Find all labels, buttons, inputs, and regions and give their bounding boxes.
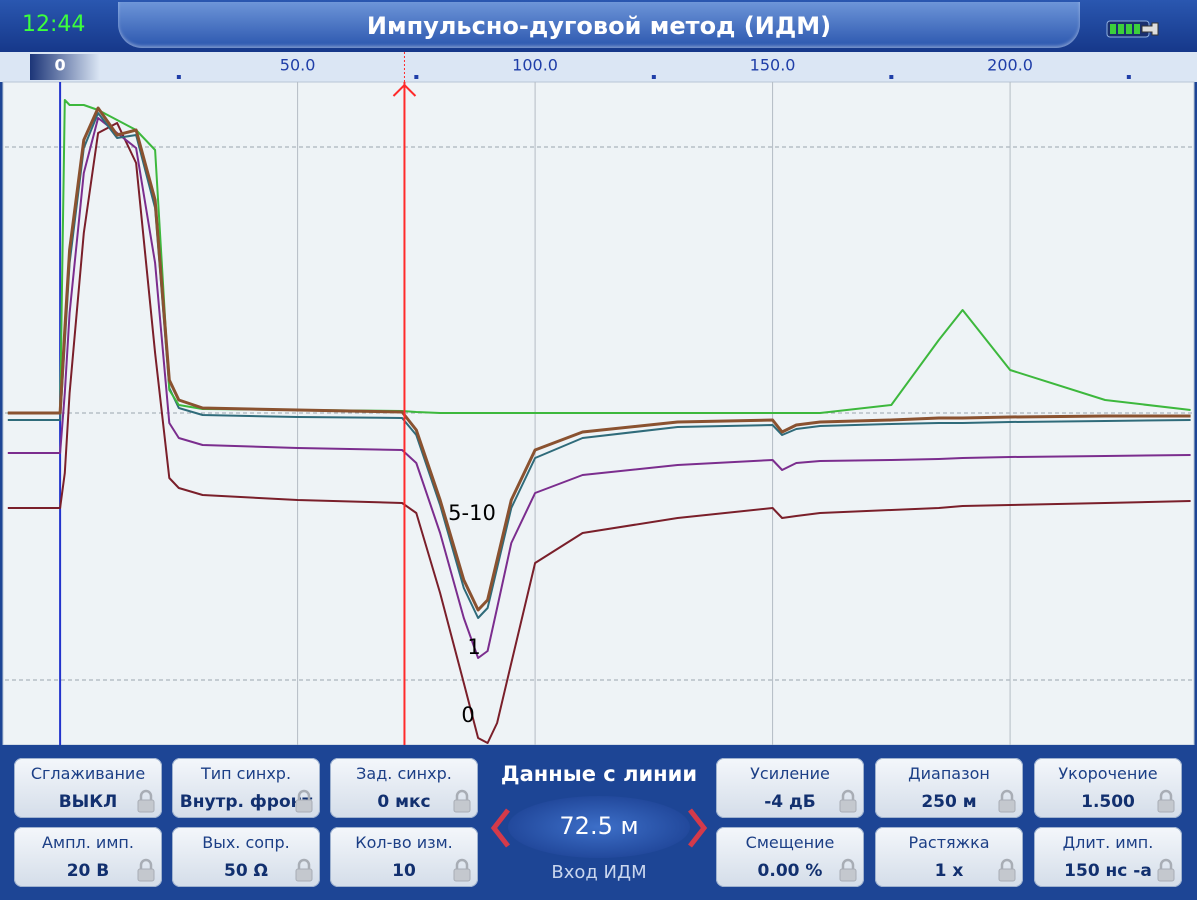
setting-button[interactable]: Тип синхр. Внутр. фронт	[172, 758, 320, 818]
setting-button[interactable]: Усиление -4 дБ	[716, 758, 864, 818]
setting-button[interactable]: Растяжка 1 х	[875, 827, 1023, 887]
setting-label: Смещение	[745, 833, 835, 852]
setting-label: Кол-во изм.	[355, 833, 453, 852]
setting-button[interactable]: Диапазон 250 м	[875, 758, 1023, 818]
screen-title: Импульсно-дуговой метод (ИДМ)	[366, 12, 832, 40]
setting-button[interactable]: Длит. имп. 150 нс -а	[1034, 827, 1182, 887]
trace	[7, 99, 1191, 414]
lock-icon	[998, 858, 1016, 882]
lock-icon	[839, 858, 857, 882]
setting-label: Вых. сопр.	[202, 833, 290, 852]
arrows	[490, 808, 708, 848]
zero-marker-bg	[30, 54, 100, 80]
setting-value: 20 В	[66, 861, 110, 881]
lock-icon	[295, 789, 313, 813]
minor-tick	[1126, 75, 1131, 79]
setting-label: Растяжка	[908, 833, 990, 852]
setting-label: Ампл. имп.	[42, 833, 134, 852]
lock-icon	[453, 858, 471, 882]
setting-button[interactable]: Ампл. имп. 20 В	[14, 827, 162, 887]
setting-value: 10	[392, 861, 416, 881]
minor-tick	[176, 75, 181, 79]
setting-value: 0.00 %	[757, 861, 823, 881]
value-selector[interactable]	[508, 796, 690, 858]
setting-label: Диапазон	[908, 764, 990, 783]
lock-icon	[998, 789, 1016, 813]
x-tick-label: 150.0	[750, 56, 796, 75]
trace-annotation: 5-10	[448, 501, 496, 525]
setting-button[interactable]: Зад. синхр. 0 мкс	[330, 758, 478, 818]
ruler	[0, 52, 1197, 82]
trace	[7, 112, 1191, 619]
setting-label: Зад. синхр.	[356, 764, 452, 783]
setting-label: Усиление	[750, 764, 830, 783]
setting-label: Укорочение	[1058, 764, 1158, 783]
setting-button[interactable]: Укорочение 1.500	[1034, 758, 1182, 818]
trace	[7, 122, 1191, 744]
setting-value: ВЫКЛ	[58, 792, 118, 812]
cursor-arrow	[392, 83, 417, 97]
setting-value: 50 Ω	[223, 861, 269, 881]
x-tick-label: 200.0	[987, 56, 1033, 75]
trace-annotation: 1	[467, 635, 480, 659]
lock-icon	[137, 858, 155, 882]
trace-annotation: 0	[461, 703, 474, 727]
lock-icon	[1157, 789, 1175, 813]
clock: 12:44	[22, 12, 86, 37]
setting-value: 250 м	[921, 792, 977, 812]
lock-icon	[1157, 858, 1175, 882]
minor-tick	[414, 75, 419, 79]
setting-button[interactable]: Сглаживание ВЫКЛ	[14, 758, 162, 818]
minor-tick	[651, 75, 656, 79]
setting-button[interactable]: Кол-во изм. 10	[330, 827, 478, 887]
setting-value: -4 дБ	[764, 792, 816, 812]
setting-label: Тип синхр.	[200, 764, 292, 783]
setting-value: 1.500	[1081, 792, 1135, 812]
title-tab: Импульсно-дуговой метод (ИДМ)	[118, 2, 1080, 48]
lock-icon	[137, 789, 155, 813]
setting-label: Сглаживание	[30, 764, 146, 783]
header: 12:44 Импульсно-дуговой метод (ИДМ)	[0, 0, 1197, 52]
setting-button[interactable]: Смещение 0.00 %	[716, 827, 864, 887]
x-tick-label: 0	[55, 56, 66, 75]
x-tick-label: 50.0	[280, 56, 316, 75]
input-label: Вход ИДМ	[551, 862, 647, 883]
setting-button[interactable]: Вых. сопр. 50 Ω	[172, 827, 320, 887]
center-title: Данные с линии	[500, 762, 698, 786]
reflectogram: 0 50.0 100.0 150.0 200.0 5-10 1 0	[0, 52, 1197, 745]
setting-value: Внутр. фронт	[179, 792, 313, 812]
lock-icon	[839, 789, 857, 813]
x-tick-label: 100.0	[512, 56, 558, 75]
lock-icon	[453, 789, 471, 813]
setting-value: 1 х	[934, 861, 964, 881]
lock-icon	[295, 858, 313, 882]
trace	[7, 106, 1191, 612]
setting-value: 150 нс -а	[1064, 861, 1152, 881]
battery-icon	[1106, 20, 1159, 38]
center-value: 72.5 м	[559, 812, 639, 840]
minor-tick	[889, 75, 894, 79]
setting-label: Длит. имп.	[1062, 833, 1154, 852]
setting-value: 0 мкс	[377, 792, 431, 812]
